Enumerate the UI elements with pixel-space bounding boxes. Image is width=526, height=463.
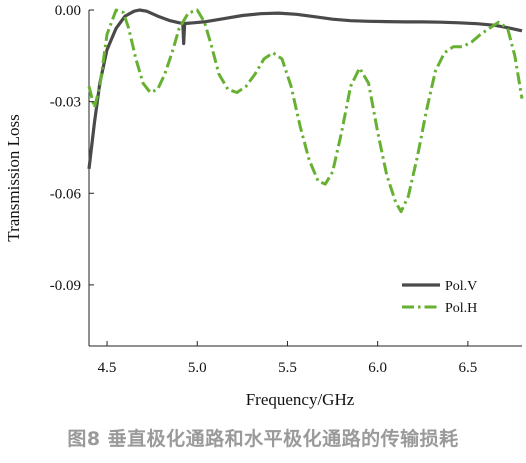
x-axis-title: Frequency/GHz xyxy=(246,390,355,409)
legend: Pol.V Pol.H xyxy=(402,279,477,316)
series-layer xyxy=(87,8,524,214)
y-tick-label: -0.06 xyxy=(50,186,82,202)
legend-label: Pol.H xyxy=(445,301,477,316)
x-tick-label: 5.0 xyxy=(188,360,207,376)
plot-frame xyxy=(88,10,522,347)
transmission-loss-chart: 4.5 5.0 5.5 6.0 6.5 0.00 -0.03 -0.06 -0.09 Freq… xyxy=(4,3,524,409)
y-tick-label: -0.03 xyxy=(50,95,81,111)
legend-label: Pol.V xyxy=(445,279,477,294)
x-tick-label: 6.0 xyxy=(368,360,387,376)
x-tick-label: 6.5 xyxy=(459,360,478,376)
x-axis-ticks: 4.5 5.0 5.5 6.0 6.5 xyxy=(98,341,478,376)
figure-caption: 图8 垂直极化通路和水平极化通路的传输损耗 xyxy=(67,428,459,450)
x-tick-label: 4.5 xyxy=(98,360,117,376)
y-tick-label: -0.09 xyxy=(50,278,81,294)
x-tick-label: 5.5 xyxy=(278,360,297,376)
series-line-pol-h xyxy=(87,8,524,214)
y-axis-title: Transmission Loss xyxy=(4,114,23,241)
series-line-pol-v xyxy=(87,8,523,169)
y-axis-ticks: 0.00 -0.03 -0.06 -0.09 xyxy=(50,3,94,294)
y-tick-label: 0.00 xyxy=(55,3,81,19)
